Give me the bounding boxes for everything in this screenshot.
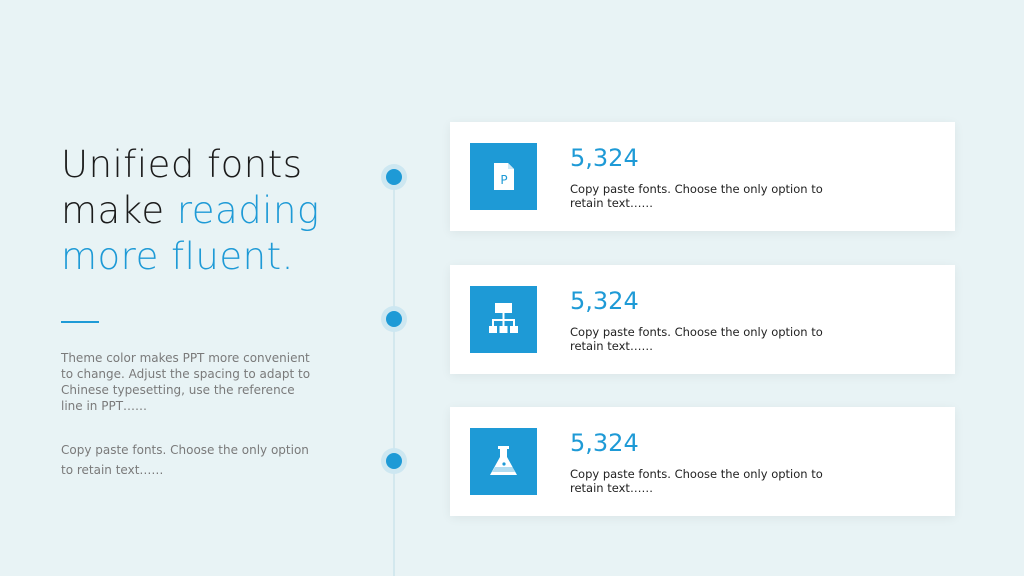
org-icon [489,303,518,333]
card-text: Copy paste fonts. Choose the only option… [570,182,823,210]
icon [470,428,537,495]
title-line: more fluent. [61,235,294,278]
timeline-dot [381,448,407,474]
paragraph: Copy paste fonts. Choose the only option… [61,443,309,477]
card: P 5,324 Copy paste fonts. Choose the onl… [450,122,955,231]
flask-icon [490,446,517,475]
card-value: 5,324 [570,144,639,172]
icon [470,286,537,353]
card: 5,324 Copy paste fonts. Choose the only … [450,265,955,374]
timeline-dot [381,306,407,332]
icon: P [470,143,537,210]
accent-rule [61,321,99,323]
doc-icon: P [494,163,514,190]
card: 5,324 Copy paste fonts. Choose the only … [450,407,955,516]
title-line: make [61,189,165,232]
card-value: 5,324 [570,287,639,315]
card-text: Copy paste fonts. Choose the only option… [570,467,823,495]
timeline [393,165,395,576]
timeline-dot [381,164,407,190]
title: Unified fonts make reading more fluent. [61,142,320,280]
icon-letter: P [500,173,507,187]
card-value: 5,324 [570,429,639,457]
title-line: reading [176,189,320,232]
card-text: Copy paste fonts. Choose the only option… [570,325,823,353]
title-line: Unified fonts [61,143,303,186]
paragraph: Theme color makes PPT more convenient to… [61,351,311,413]
